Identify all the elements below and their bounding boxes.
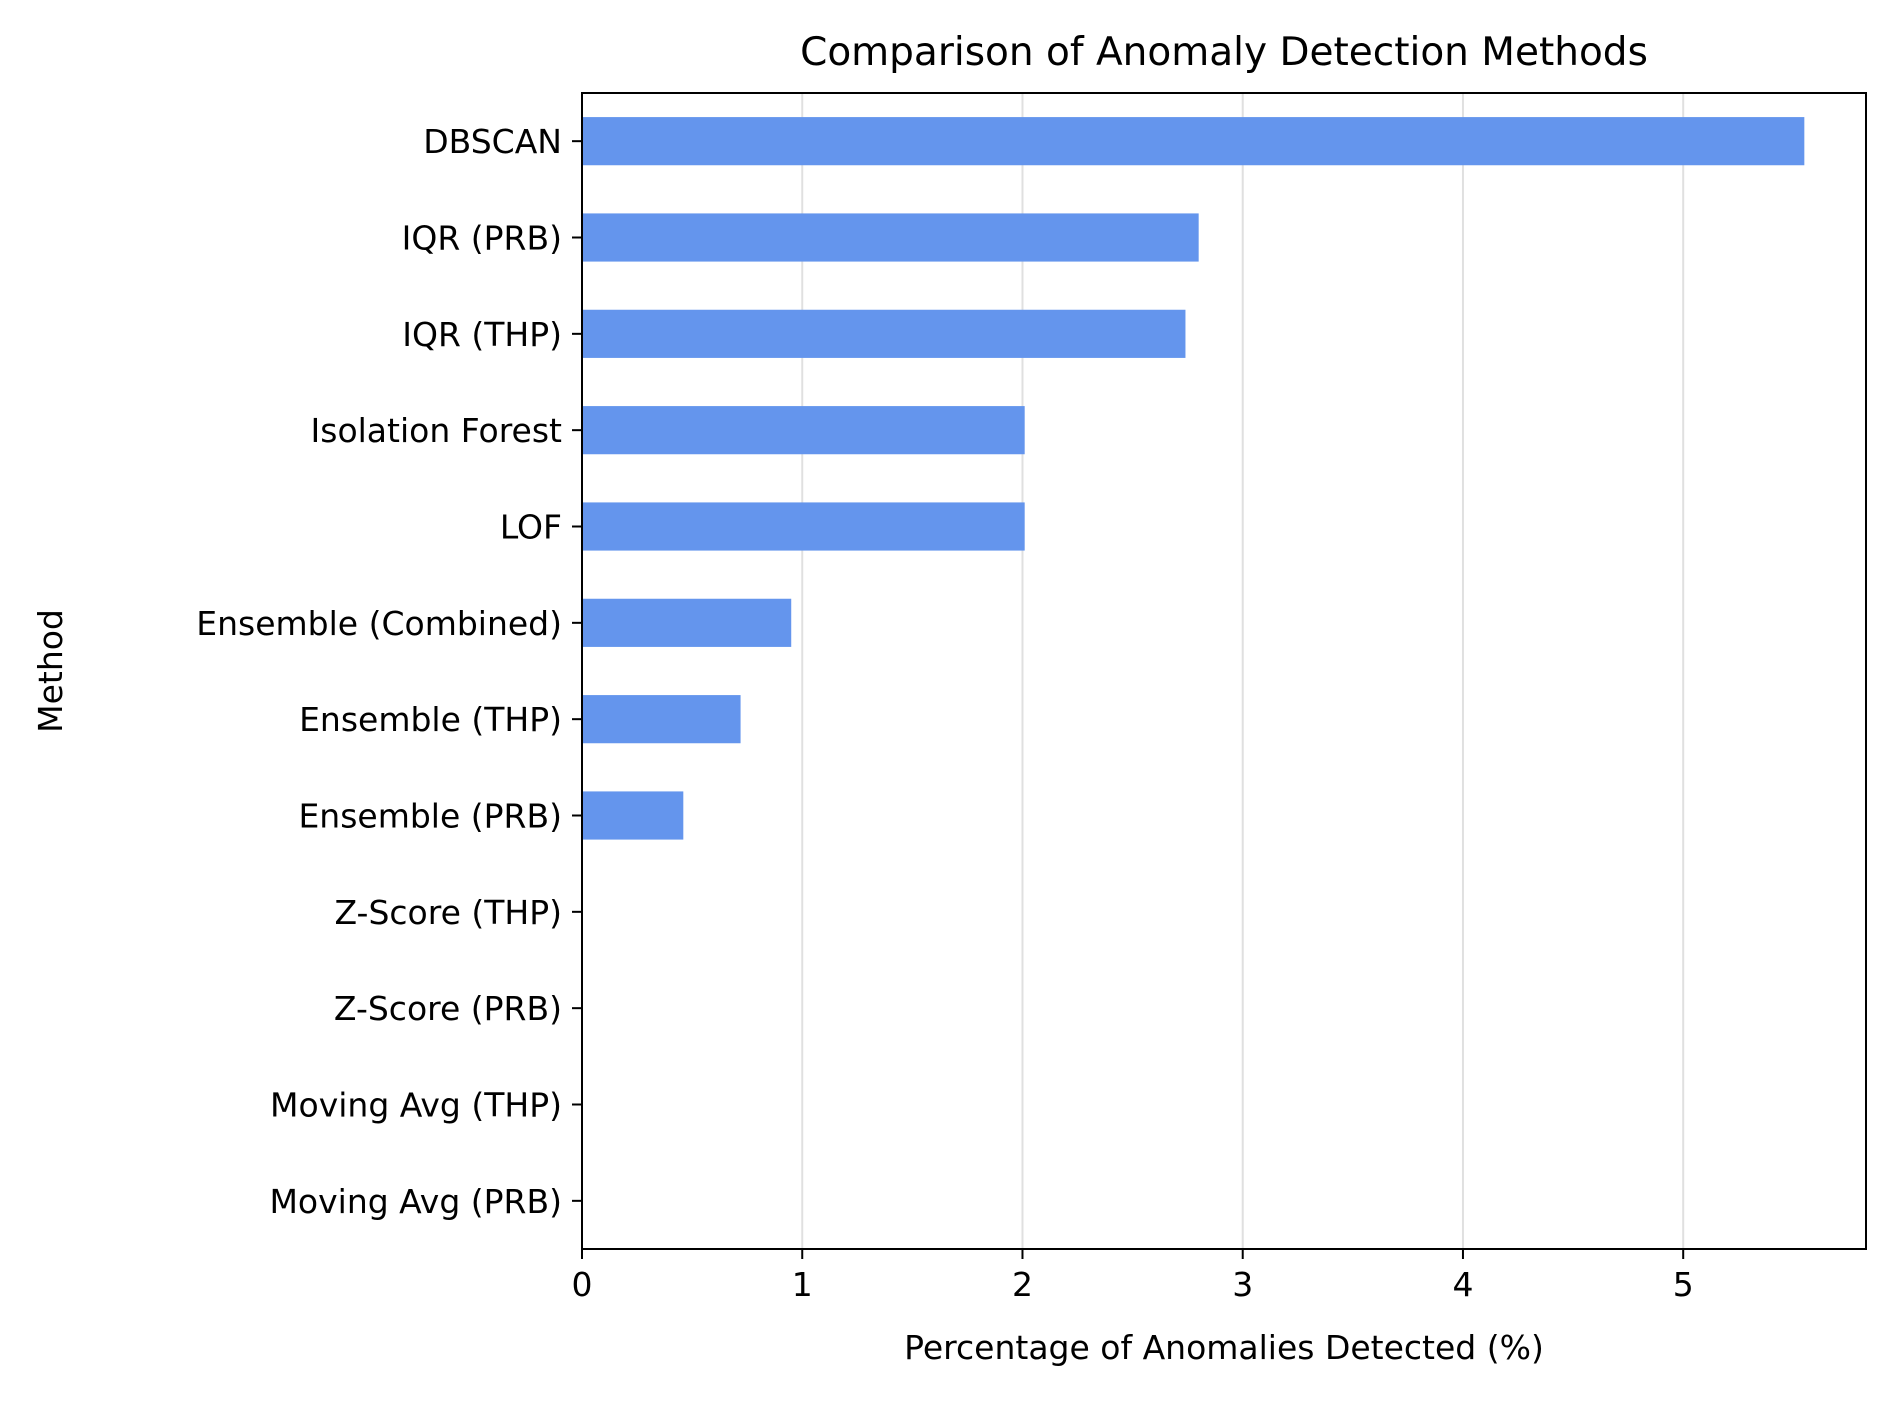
x-tick-label: 3 xyxy=(1232,1265,1253,1304)
x-tick-label: 5 xyxy=(1673,1265,1694,1304)
y-tick-label: DBSCAN xyxy=(423,122,562,161)
bar xyxy=(582,213,1199,261)
bar xyxy=(582,502,1025,550)
bar xyxy=(582,599,791,647)
bar xyxy=(582,310,1185,358)
y-tick-label: LOF xyxy=(500,508,562,547)
y-tick-label: IQR (PRB) xyxy=(402,219,562,258)
y-axis-ticks: DBSCAN IQR (PRB) IQR (THP) Isolation Forest… xyxy=(196,122,582,1221)
y-tick-label: Moving Avg (THP) xyxy=(270,1086,562,1125)
y-tick-label: Ensemble (PRB) xyxy=(298,797,562,836)
x-tick-label: 2 xyxy=(1012,1265,1033,1304)
y-tick-label: Z-Score (THP) xyxy=(335,893,562,932)
y-axis-label: Method xyxy=(31,609,70,733)
x-axis-ticks: 0 1 2 3 4 5 xyxy=(572,1249,1694,1304)
chart-title: Comparison of Anomaly Detection Methods xyxy=(800,30,1648,75)
x-axis-label: Percentage of Anomalies Detected (%) xyxy=(904,1328,1544,1367)
x-tick-label: 4 xyxy=(1452,1265,1473,1304)
grid-lines xyxy=(582,93,1683,1249)
y-tick-label: Z-Score (PRB) xyxy=(334,989,562,1028)
y-tick-label: Ensemble (Combined) xyxy=(196,604,562,643)
x-tick-label: 1 xyxy=(792,1265,813,1304)
x-tick-label: 0 xyxy=(572,1265,593,1304)
y-tick-label: Isolation Forest xyxy=(311,411,563,450)
y-tick-label: Ensemble (THP) xyxy=(299,700,562,739)
plot-frame xyxy=(582,93,1866,1249)
y-tick-label: Moving Avg (PRB) xyxy=(269,1182,562,1221)
y-tick-label: IQR (THP) xyxy=(402,315,562,354)
bar xyxy=(582,406,1025,454)
bars xyxy=(582,117,1804,840)
bar xyxy=(582,117,1804,165)
bar xyxy=(582,695,741,743)
bar xyxy=(582,791,683,839)
